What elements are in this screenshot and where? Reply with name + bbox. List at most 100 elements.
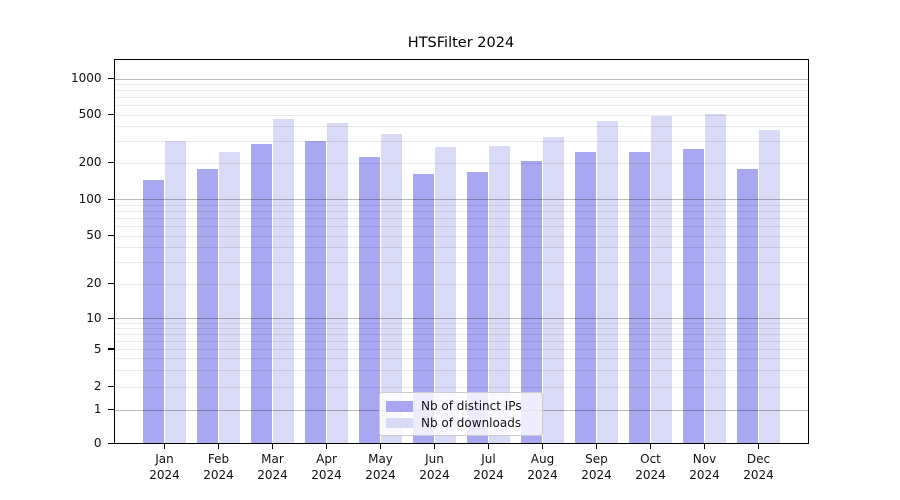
x-tick-year: 2024: [473, 468, 504, 483]
bar-distinct-ips: [412, 173, 435, 444]
gridline-minor: [114, 217, 808, 219]
gridline-minor: [114, 204, 808, 206]
y-tick-label: 50: [86, 228, 102, 242]
x-tick-label: Oct 2024: [635, 451, 666, 483]
x-tick-label: Jun 2024: [419, 451, 450, 483]
x-tick-month: Feb: [207, 452, 230, 467]
x-axis-tick: [433, 444, 436, 450]
x-tick-year: 2024: [419, 468, 450, 483]
y-axis-tick: [107, 408, 114, 411]
bar-distinct-ips: [196, 168, 219, 444]
legend-label-downloads: Nb of downloads: [421, 415, 522, 430]
x-tick-label: Sep 2024: [581, 451, 612, 483]
x-tick-label: Nov 2024: [689, 451, 720, 483]
y-tick-label: 200: [78, 155, 102, 170]
gridline-minor: [114, 370, 808, 372]
x-tick-month: May: [368, 452, 393, 467]
gridline-minor: [114, 349, 808, 350]
x-tick-year: 2024: [257, 468, 288, 483]
x-tick-year: 2024: [743, 468, 774, 483]
x-tick-label: May 2024: [365, 451, 396, 483]
gridline-minor: [114, 247, 808, 249]
gridline-minor: [114, 262, 808, 264]
bar-distinct-ips: [736, 168, 759, 444]
gridline-minor: [114, 322, 808, 324]
chart-title: HTSFilter 2024: [407, 35, 515, 51]
x-axis-tick: [757, 444, 760, 450]
x-tick-year: 2024: [635, 468, 666, 483]
bar-distinct-ips: [574, 151, 597, 444]
gridline-minor: [114, 126, 808, 128]
gridline-minor: [114, 162, 808, 164]
x-tick-month: Nov: [692, 452, 717, 467]
x-tick-month: Sep: [585, 452, 608, 467]
bar-distinct-ips: [520, 160, 543, 444]
bar-downloads: [164, 140, 187, 444]
gridline-minor: [114, 334, 808, 336]
y-axis-tick: [107, 348, 114, 350]
x-tick-label: Apr 2024: [311, 451, 342, 483]
bar-distinct-ips: [358, 156, 381, 444]
gridline-major: [114, 318, 808, 320]
y-axis-tick: [107, 386, 114, 388]
x-axis-tick: [217, 444, 220, 450]
gridline-major: [114, 78, 808, 80]
bar-distinct-ips: [466, 172, 489, 444]
bar-downloads: [704, 114, 727, 444]
x-tick-month: Mar: [261, 452, 284, 467]
gridline-minor: [114, 340, 808, 342]
legend-swatch-downloads: [386, 417, 413, 428]
gridline-major: [114, 199, 808, 201]
bar-downloads: [650, 115, 673, 444]
x-axis-tick: [271, 444, 274, 450]
bar-downloads: [488, 146, 511, 444]
x-tick-label: Mar 2024: [257, 451, 288, 483]
x-tick-month: Aug: [530, 452, 555, 467]
x-tick-year: 2024: [149, 468, 180, 483]
y-tick-label: 10: [86, 310, 102, 325]
y-axis-tick: [107, 162, 114, 164]
x-tick-month: Dec: [746, 452, 771, 467]
legend-item-downloads: Nb of downloads: [386, 415, 534, 432]
x-tick-month: Jul: [481, 452, 496, 467]
x-tick-label: Feb 2024: [203, 451, 234, 483]
gridline-minor: [114, 283, 808, 285]
x-axis-tick: [703, 444, 706, 450]
x-tick-label: Dec 2024: [743, 451, 774, 483]
gridline-minor: [114, 141, 808, 143]
legend: Nb of distinct IPs Nb of downloads: [379, 392, 543, 436]
gridline-minor: [114, 358, 808, 360]
legend-swatch-distinct-ips: [386, 401, 413, 412]
y-axis-tick: [107, 77, 114, 80]
x-axis-tick: [595, 444, 598, 450]
gridline-minor: [114, 105, 808, 107]
x-tick-year: 2024: [527, 468, 558, 483]
y-axis-tick: [107, 114, 114, 116]
x-tick-year: 2024: [203, 468, 234, 483]
gridline-minor: [114, 235, 808, 237]
legend-item-distinct-ips: Nb of distinct IPs: [386, 398, 534, 415]
legend-label-distinct-ips: Nb of distinct IPs: [421, 399, 522, 414]
y-tick-label: 5: [93, 341, 102, 356]
bar-distinct-ips: [628, 152, 651, 444]
x-tick-label: Jul 2024: [473, 451, 504, 483]
y-tick-label: 2: [93, 379, 102, 394]
y-tick-label: 1000: [70, 71, 102, 85]
bar-downloads: [218, 152, 241, 444]
x-axis-tick: [379, 444, 382, 450]
bar-downloads: [380, 134, 403, 444]
bar-downloads: [272, 118, 295, 444]
bar-downloads: [434, 146, 457, 444]
gridline-minor: [114, 225, 808, 227]
gridline-minor: [114, 210, 808, 212]
x-tick-month: Apr: [316, 452, 337, 467]
x-axis-tick: [649, 444, 652, 450]
x-axis-tick: [487, 444, 490, 450]
x-tick-year: 2024: [311, 468, 342, 483]
y-axis-tick: [107, 442, 114, 444]
x-tick-label: Jan 2024: [149, 451, 180, 483]
gridline-minor: [114, 114, 808, 116]
y-tick-label: 20: [86, 276, 102, 290]
y-axis-tick: [107, 317, 114, 319]
y-tick-label: 0: [93, 435, 102, 450]
